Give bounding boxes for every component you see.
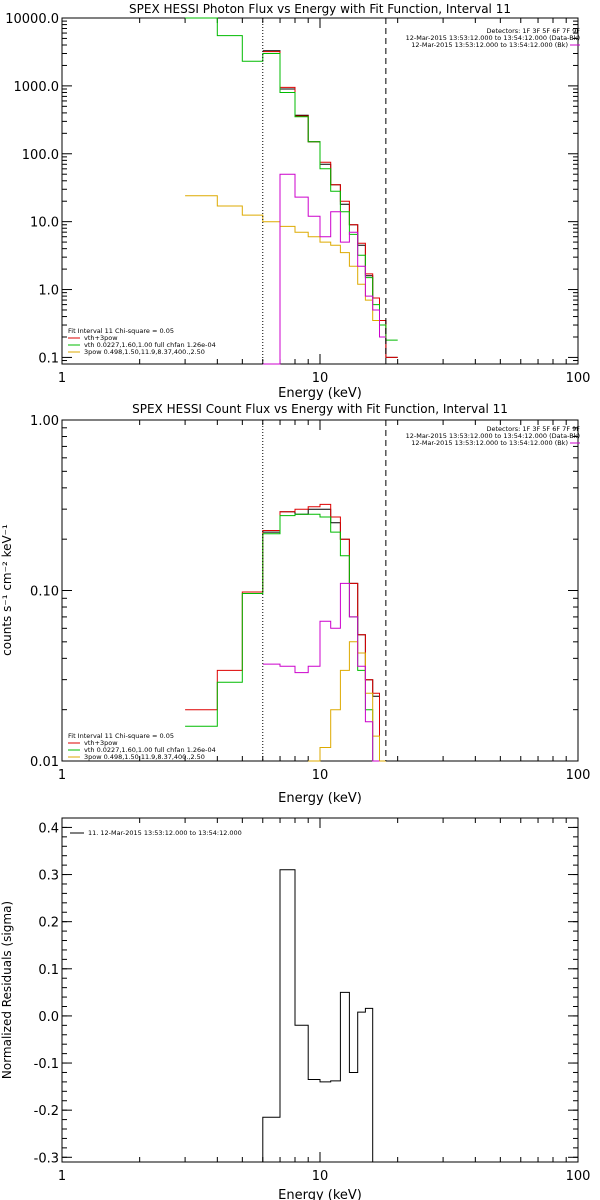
y-tick-label: -0.3 bbox=[34, 1151, 59, 1166]
count-flux-title: SPEX HESSI Count Flux vs Energy with Fit… bbox=[132, 402, 508, 416]
count-flux-panel: SPEX HESSI Count Flux vs Energy with Fit… bbox=[0, 402, 590, 806]
y-tick-label: 10.0 bbox=[30, 216, 59, 231]
residuals-legend: 11. 12-Mar-2015 13:53:12.000 to 13:54:12… bbox=[70, 829, 242, 837]
count-flux-ylabel: counts s⁻¹ cm⁻² keV⁻¹ bbox=[0, 524, 14, 656]
series-step-line bbox=[185, 503, 386, 762]
series-step-line bbox=[185, 513, 380, 762]
y-tick-label: 10000.0 bbox=[5, 12, 59, 27]
legend-right-line: Detectors: 1F 3F 5F 6F 7F 9F bbox=[486, 27, 580, 35]
photon-flux-panel: SPEX HESSI Photon Flux vs Energy with Fi… bbox=[5, 2, 590, 401]
count-flux-fit-range-markers bbox=[262, 420, 387, 761]
legend-left-line: vth+3pow bbox=[84, 334, 118, 342]
series-step-line bbox=[262, 50, 398, 358]
y-tick-label: 1.00 bbox=[30, 414, 59, 429]
residuals-axis-ticks: 1 10 100 -0.3 -0.2 -0.1 0.0 0.1 0.2 0.3 0.4 bbox=[34, 817, 591, 1184]
x-tick-label: 1 bbox=[58, 371, 66, 386]
series-step-line bbox=[262, 582, 380, 762]
series-step-line bbox=[262, 508, 386, 762]
x-tick-label: 100 bbox=[566, 371, 591, 386]
x-tick-label: 10 bbox=[312, 768, 329, 783]
series-step-line bbox=[262, 173, 386, 365]
y-tick-label: 0.10 bbox=[30, 585, 59, 600]
y-tick-label: -0.1 bbox=[34, 1057, 59, 1072]
legend-right-line: 12-Mar-2015 13:53:12.000 to 13:54:12.000… bbox=[406, 34, 580, 42]
photon-flux-legend-right: Detectors: 1F 3F 5F 6F 7F 9F 12-Mar-2015… bbox=[406, 27, 581, 49]
photon-flux-title: SPEX HESSI Photon Flux vs Energy with Fi… bbox=[129, 2, 511, 16]
legend-right-line: 12-Mar-2015 13:53:12.000 to 13:54:12.000… bbox=[406, 432, 580, 440]
photon-flux-legend-left: Fit Interval 11 Chi-square = 0.05 vth+3p… bbox=[68, 327, 216, 356]
legend-left-line: vth 0.0227,1.60,1.00 full chfan 1.26e-04 bbox=[84, 746, 216, 754]
series-step-line bbox=[308, 641, 386, 762]
count-flux-axis-ticks: 1 10 100 0.01 0.10 1.00 bbox=[30, 414, 590, 783]
y-tick-label: 0.1 bbox=[38, 351, 59, 366]
legend-left-line: 3pow 0.498,1.50,11.9,8.37,400.,2.50 bbox=[84, 348, 205, 356]
plot-frame bbox=[61, 419, 579, 762]
legend-left-line: Fit Interval 11 Chi-square = 0.05 bbox=[68, 327, 174, 335]
count-flux-xlabel: Energy (keV) bbox=[278, 791, 362, 806]
y-tick-label: 1.0 bbox=[38, 284, 59, 299]
x-tick-label: 100 bbox=[566, 768, 591, 783]
residuals-series bbox=[262, 869, 374, 1162]
plot-frame bbox=[61, 17, 579, 365]
series-step-line bbox=[262, 51, 398, 358]
count-flux-series bbox=[185, 503, 386, 762]
photon-flux-series bbox=[185, 17, 398, 365]
y-tick-label: 0.01 bbox=[30, 755, 59, 770]
x-tick-label: 1 bbox=[58, 768, 66, 783]
y-tick-label: 1000.0 bbox=[14, 80, 60, 95]
y-tick-label: -0.2 bbox=[34, 1104, 59, 1119]
x-tick-label: 1 bbox=[58, 1169, 66, 1184]
legend-left-line: 11. 12-Mar-2015 13:53:12.000 to 13:54:12… bbox=[88, 829, 242, 837]
legend-left-line: Fit Interval 11 Chi-square = 0.05 bbox=[68, 732, 174, 740]
x-tick-label: 10 bbox=[312, 371, 329, 386]
y-tick-label: 0.1 bbox=[38, 963, 59, 978]
legend-right-line: Detectors: 1F 3F 5F 6F 7F 9F bbox=[486, 425, 580, 433]
residuals-ylabel: Normalized Residuals (sigma) bbox=[0, 901, 14, 1079]
legend-left-line: vth 0.0227,1.60,1.00 full chfan 1.26e-04 bbox=[84, 341, 216, 349]
y-tick-label: 0.0 bbox=[38, 1010, 59, 1025]
y-tick-label: 0.2 bbox=[38, 916, 59, 931]
x-tick-label: 100 bbox=[566, 1169, 591, 1184]
count-flux-legend-right: Detectors: 1F 3F 5F 6F 7F 9F 12-Mar-2015… bbox=[406, 425, 581, 447]
residuals-xlabel: Energy (keV) bbox=[278, 1188, 362, 1200]
plot-frame bbox=[61, 817, 579, 1163]
photon-flux-axis-ticks: 1 10 100 0.1 1.0 10.0 100.0 1000.0 10000.0 bbox=[5, 12, 590, 386]
x-tick-label: 10 bbox=[312, 1169, 329, 1184]
series-step-line bbox=[262, 869, 374, 1162]
legend-right-line: 12-Mar-2015 13:53:12.000 to 13:54:12.000… bbox=[411, 439, 568, 447]
legend-left-line: 3pow 0.498,1.50,11.9,8.37,400.,2.50 bbox=[84, 753, 205, 761]
y-tick-label: 100.0 bbox=[22, 148, 59, 163]
residuals-panel: Energy (keV) Normalized Residuals (sigma… bbox=[0, 817, 591, 1200]
photon-flux-xlabel: Energy (keV) bbox=[278, 386, 362, 401]
photon-flux-fit-range-markers bbox=[262, 18, 387, 364]
y-tick-label: 0.4 bbox=[38, 821, 59, 836]
legend-left-line: vth+3pow bbox=[84, 739, 118, 747]
legend-right-line: 12-Mar-2015 13:53:12.000 to 13:54:12.000… bbox=[411, 41, 568, 49]
y-tick-label: 0.3 bbox=[38, 869, 59, 884]
series-step-line bbox=[185, 195, 386, 338]
count-flux-legend-left: Fit Interval 11 Chi-square = 0.05 vth+3p… bbox=[68, 732, 216, 761]
